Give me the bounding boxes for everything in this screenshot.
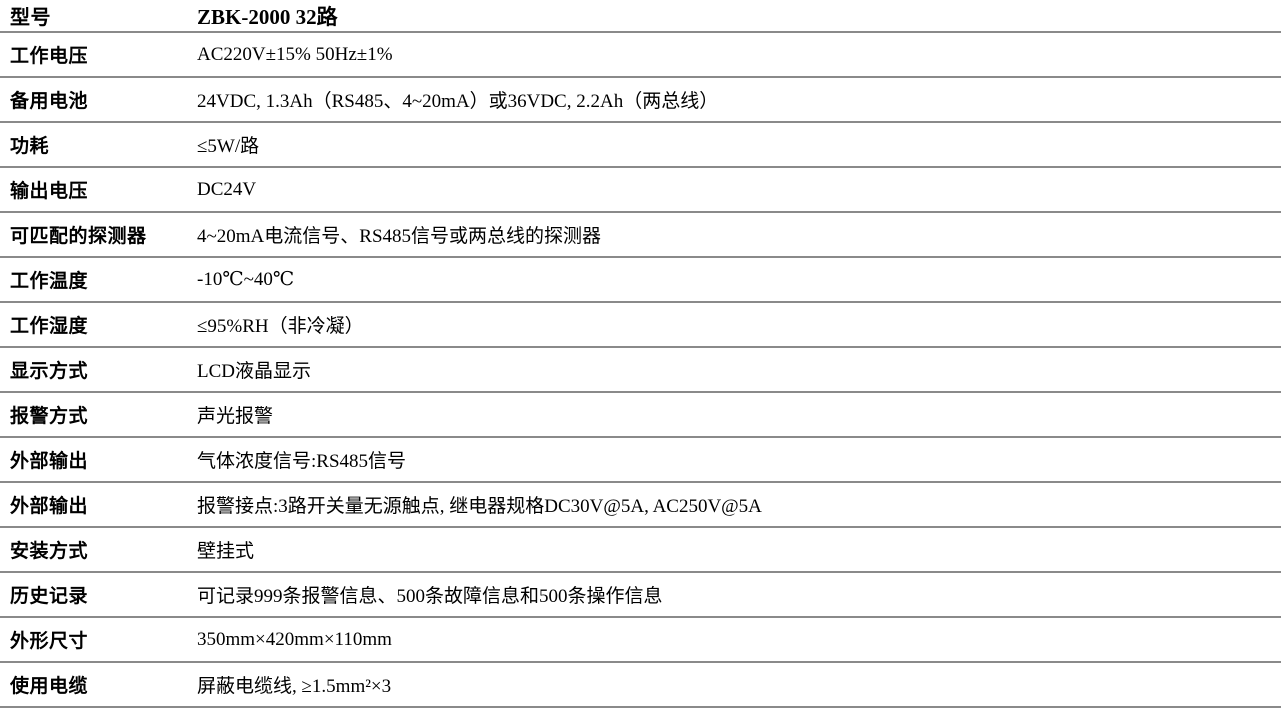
spec-label: 功耗: [10, 136, 50, 157]
table-row: 外部输出 报警接点:3路开关量无源触点, 继电器规格DC30V@5A, AC25…: [0, 483, 1281, 528]
table-row: 外形尺寸 350mm×420mm×110mm: [0, 618, 1281, 663]
spec-value: ≤95%RH（非冷凝）: [197, 316, 364, 337]
spec-value: DC24V: [197, 178, 257, 200]
table-row: 工作湿度 ≤95%RH（非冷凝）: [0, 303, 1281, 348]
spec-value: 屏蔽电缆线, ≥1.5mm²×3: [197, 676, 392, 697]
table-row: 型号 ZBK-2000 32路: [0, 0, 1281, 33]
spec-label: 工作湿度: [10, 316, 89, 337]
spec-label: 历史记录: [10, 586, 89, 607]
spec-value: ≤5W/路: [197, 136, 260, 157]
spec-value: 气体浓度信号:RS485信号: [197, 451, 407, 472]
spec-value: 报警接点:3路开关量无源触点, 继电器规格DC30V@5A, AC250V@5A: [197, 496, 762, 517]
table-row: 显示方式 LCD液晶显示: [0, 348, 1281, 393]
table-row: 历史记录 可记录999条报警信息、500条故障信息和500条操作信息: [0, 573, 1281, 618]
table-row: 安装方式 壁挂式: [0, 528, 1281, 573]
spec-label: 备用电池: [10, 91, 89, 112]
spec-value: 24VDC, 1.3Ah（RS485、4~20mA）或36VDC, 2.2Ah（…: [197, 91, 719, 112]
spec-value: LCD液晶显示: [197, 361, 312, 382]
table-row: 输出电压 DC24V: [0, 168, 1281, 213]
spec-value: 4~20mA电流信号、RS485信号或两总线的探测器: [197, 226, 602, 247]
table-row: 可匹配的探测器 4~20mA电流信号、RS485信号或两总线的探测器: [0, 213, 1281, 258]
table-row: 外部输出 气体浓度信号:RS485信号: [0, 438, 1281, 483]
spec-label: 输出电压: [10, 181, 89, 202]
spec-label: 可匹配的探测器: [10, 226, 147, 247]
table-row: 工作温度 -10℃~40℃: [0, 258, 1281, 303]
spec-value: AC220V±15% 50Hz±1%: [197, 43, 393, 65]
spec-label: 使用电缆: [10, 676, 89, 697]
spec-value: 可记录999条报警信息、500条故障信息和500条操作信息: [197, 586, 663, 607]
spec-label: 工作电压: [10, 46, 89, 67]
spec-label: 工作温度: [10, 271, 89, 292]
spec-label: 报警方式: [10, 406, 89, 427]
spec-value: 350mm×420mm×110mm: [197, 628, 392, 650]
spec-label: 外部输出: [10, 451, 89, 472]
table-row: 备用电池 24VDC, 1.3Ah（RS485、4~20mA）或36VDC, 2…: [0, 78, 1281, 123]
spec-label: 安装方式: [10, 541, 89, 562]
table-row: 功耗 ≤5W/路: [0, 123, 1281, 168]
table-row: 使用电缆 屏蔽电缆线, ≥1.5mm²×3: [0, 663, 1281, 708]
spec-value: 壁挂式: [197, 541, 255, 562]
spec-value: -10℃~40℃: [197, 269, 295, 290]
spec-label: 显示方式: [10, 361, 89, 382]
spec-value: ZBK-2000 32路: [197, 4, 338, 29]
table-row: 报警方式 声光报警: [0, 393, 1281, 438]
spec-label: 外形尺寸: [10, 631, 89, 652]
spec-value: 声光报警: [197, 406, 274, 427]
spec-label: 型号: [10, 7, 51, 29]
spec-label: 外部输出: [10, 496, 89, 517]
table-row: 工作电压 AC220V±15% 50Hz±1%: [0, 33, 1281, 78]
